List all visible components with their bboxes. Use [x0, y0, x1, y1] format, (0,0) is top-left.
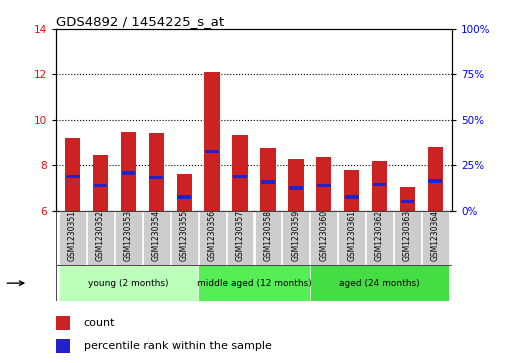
Bar: [149, 176, 163, 179]
Bar: [59, 211, 86, 265]
Bar: [289, 186, 303, 189]
Bar: [338, 211, 365, 265]
Bar: [372, 160, 387, 211]
Text: percentile rank within the sample: percentile rank within the sample: [84, 341, 271, 351]
Bar: [199, 211, 226, 265]
Text: GSM1230359: GSM1230359: [292, 209, 300, 261]
Bar: [261, 180, 275, 184]
Bar: [56, 339, 70, 353]
Text: GSM1230363: GSM1230363: [403, 209, 412, 261]
Text: GSM1230357: GSM1230357: [236, 209, 244, 261]
Bar: [317, 184, 331, 187]
Bar: [232, 135, 248, 211]
Bar: [401, 200, 415, 203]
Bar: [428, 147, 443, 211]
Bar: [428, 179, 442, 183]
Text: GSM1230351: GSM1230351: [68, 209, 77, 261]
Bar: [177, 195, 191, 199]
Bar: [204, 72, 220, 211]
Bar: [93, 155, 108, 211]
Bar: [233, 175, 247, 178]
Bar: [282, 211, 309, 265]
Text: GSM1230361: GSM1230361: [347, 209, 356, 261]
Bar: [93, 184, 107, 187]
Bar: [344, 170, 359, 211]
Text: GSM1230353: GSM1230353: [124, 209, 133, 261]
Bar: [422, 211, 449, 265]
Bar: [227, 211, 253, 265]
Bar: [177, 174, 192, 211]
Bar: [205, 150, 219, 153]
Bar: [143, 211, 170, 265]
Bar: [400, 187, 415, 211]
Bar: [115, 211, 142, 265]
Text: GSM1230354: GSM1230354: [152, 209, 161, 261]
Bar: [66, 175, 80, 178]
Text: young (2 months): young (2 months): [88, 279, 169, 287]
Bar: [58, 265, 198, 301]
Text: GSM1230352: GSM1230352: [96, 209, 105, 261]
Text: count: count: [84, 318, 115, 328]
Text: GSM1230355: GSM1230355: [180, 209, 189, 261]
Bar: [198, 265, 310, 301]
Text: middle aged (12 months): middle aged (12 months): [197, 279, 311, 287]
Bar: [65, 138, 80, 211]
Bar: [310, 265, 450, 301]
Bar: [366, 211, 393, 265]
Text: GSM1230356: GSM1230356: [208, 209, 216, 261]
Text: aged (24 months): aged (24 months): [339, 279, 420, 287]
Text: GSM1230360: GSM1230360: [319, 209, 328, 261]
Bar: [121, 132, 136, 211]
Bar: [373, 183, 387, 186]
Bar: [56, 316, 70, 330]
Bar: [394, 211, 421, 265]
Bar: [310, 211, 337, 265]
Bar: [345, 195, 359, 199]
Bar: [87, 211, 114, 265]
Bar: [288, 159, 304, 211]
Text: GSM1230362: GSM1230362: [375, 209, 384, 261]
Text: GDS4892 / 1454225_s_at: GDS4892 / 1454225_s_at: [56, 15, 224, 28]
Bar: [260, 148, 276, 211]
Bar: [149, 133, 164, 211]
Bar: [316, 157, 331, 211]
Bar: [255, 211, 281, 265]
Bar: [121, 171, 135, 175]
Bar: [171, 211, 198, 265]
Text: GSM1230358: GSM1230358: [264, 209, 272, 261]
Text: GSM1230364: GSM1230364: [431, 209, 440, 261]
